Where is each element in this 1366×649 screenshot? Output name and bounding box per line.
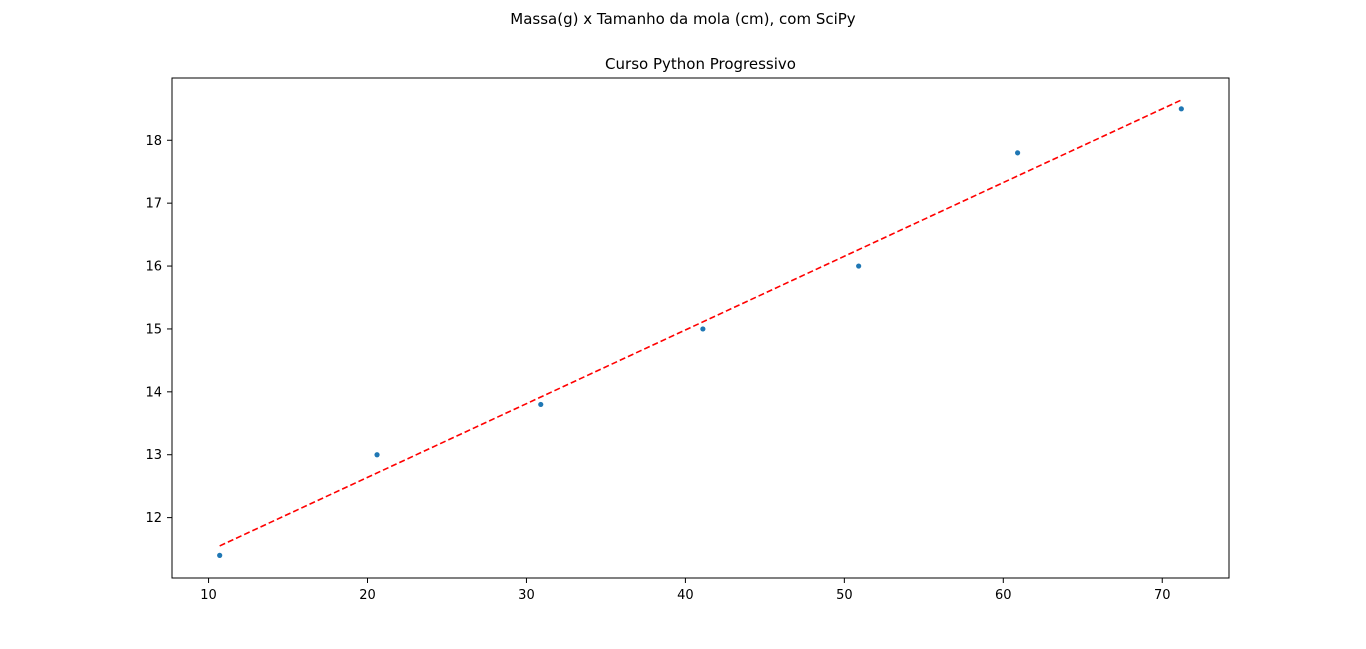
y-axis-ticks: 12 13 14 15 16 17 18 [145, 134, 172, 526]
x-tick-label: 20 [359, 588, 376, 603]
data-point [856, 263, 862, 269]
y-tick-label: 14 [145, 385, 162, 400]
fit-line-layer [219, 99, 1182, 547]
y-tick-label: 13 [145, 448, 162, 463]
data-point [1015, 150, 1021, 156]
figure-suptitle: Massa(g) x Tamanho da mola (cm), com Sci… [510, 10, 856, 28]
fit-line [219, 99, 1182, 547]
y-tick-label: 15 [145, 322, 162, 337]
y-tick-label: 12 [145, 511, 162, 526]
y-tick-label: 16 [145, 260, 162, 275]
plot-frame [171, 77, 1230, 579]
data-point [374, 452, 380, 458]
x-tick-label: 40 [677, 588, 694, 603]
x-axis-ticks: 10 20 30 40 50 60 70 [200, 578, 1171, 603]
data-point [700, 326, 706, 332]
data-point [1178, 106, 1184, 112]
y-tick-label: 17 [145, 197, 162, 212]
x-tick-label: 30 [518, 588, 535, 603]
data-point [217, 552, 223, 558]
x-tick-label: 60 [995, 588, 1012, 603]
x-tick-label: 70 [1154, 588, 1171, 603]
data-point [538, 401, 544, 408]
x-tick-label: 50 [836, 588, 853, 603]
data-points-layer [217, 106, 1184, 558]
y-tick-label: 18 [145, 134, 162, 149]
axes-title: Curso Python Progressivo [605, 55, 796, 73]
x-tick-label: 10 [200, 588, 217, 603]
